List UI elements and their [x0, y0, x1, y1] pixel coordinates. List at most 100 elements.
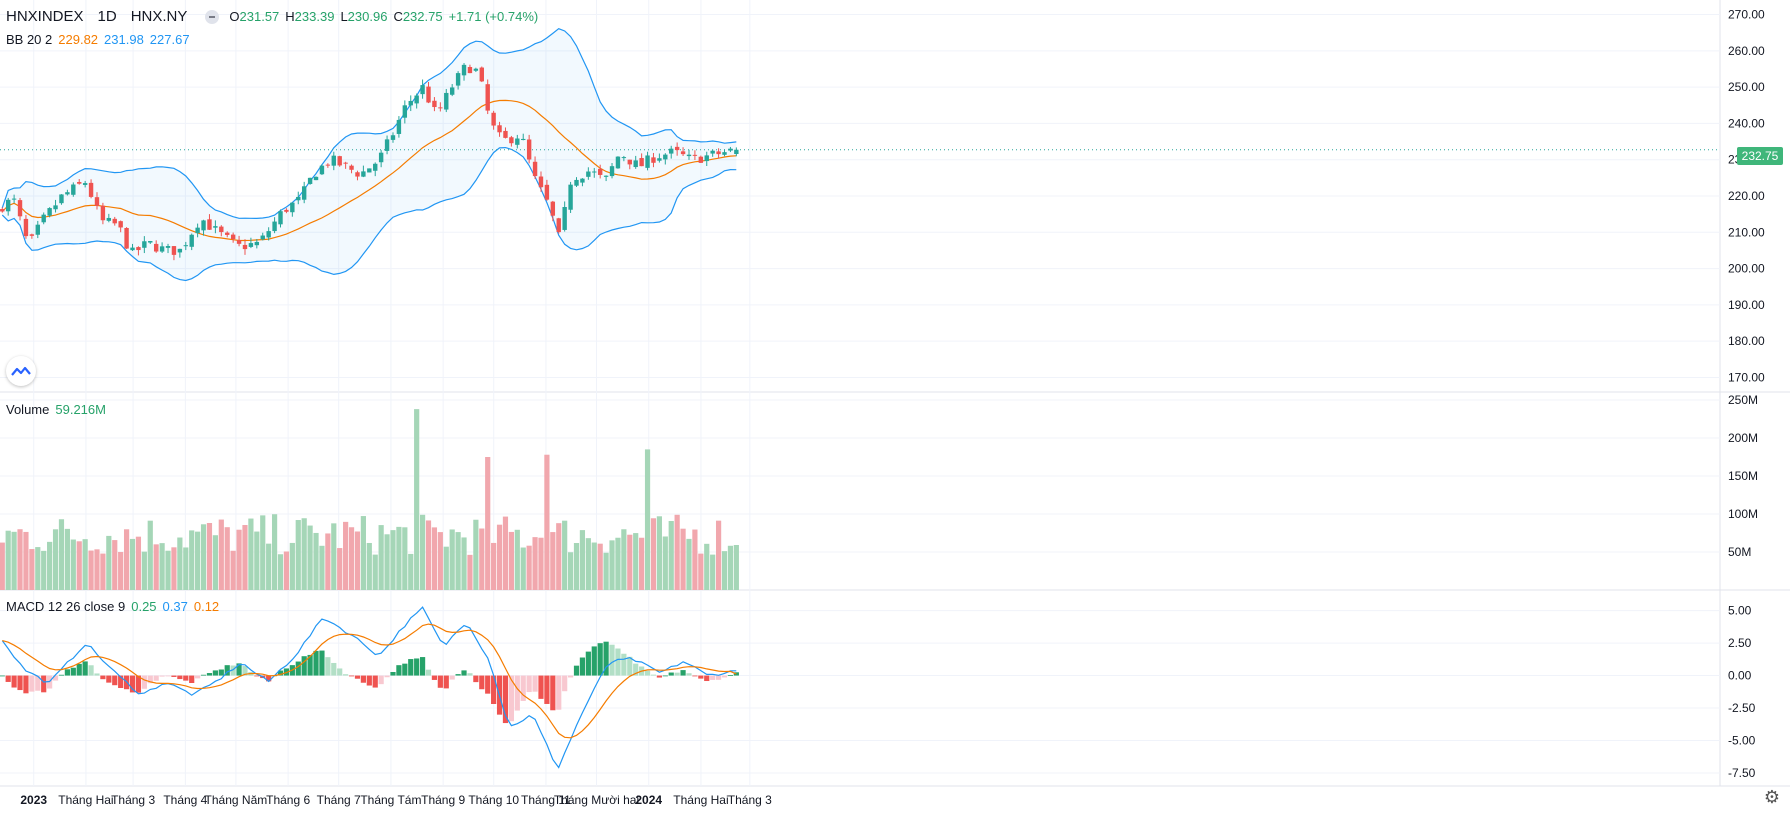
candle-body	[627, 159, 632, 165]
bb-legend[interactable]: BB 20 2 229.82 231.98 227.67	[6, 32, 190, 47]
candle-body	[491, 112, 496, 126]
candle-body	[716, 151, 721, 155]
candle-body	[609, 166, 615, 177]
volume-bar	[408, 553, 414, 590]
symbol-name[interactable]: HNXINDEX	[6, 8, 84, 25]
macd-hist-bar	[425, 669, 432, 676]
candle-body	[728, 148, 733, 151]
macd-hist-bar	[727, 675, 734, 676]
volume-y-tick-label: 100M	[1728, 507, 1758, 521]
macd-hist-bar	[236, 663, 242, 676]
candle-body	[331, 155, 336, 166]
macd-y-tick-label: 5.00	[1728, 604, 1752, 618]
volume-bar	[254, 531, 260, 590]
volume-bar	[579, 530, 586, 590]
x-tick-label: Tháng 3	[111, 793, 155, 807]
macd-hist-bar	[603, 641, 609, 676]
macd-hist-bar	[419, 657, 426, 676]
macd-hist-bar	[147, 675, 153, 684]
volume-bar	[710, 554, 716, 590]
macd-legend[interactable]: MACD 12 26 close 9 0.25 0.37 0.12	[6, 599, 219, 614]
volume-bar	[360, 516, 366, 590]
close-value: 232.75	[402, 9, 443, 24]
candle-body	[47, 208, 52, 216]
volume-bar	[0, 542, 5, 590]
volume-bar	[212, 535, 218, 590]
volume-bar	[11, 531, 17, 590]
macd-hist-bar	[337, 668, 343, 676]
macd-hist-bar	[538, 675, 544, 699]
volume-legend[interactable]: Volume 59.216M	[6, 402, 106, 417]
interval[interactable]: 1D	[97, 8, 117, 25]
volume-bar	[70, 539, 76, 590]
macd-hist-bar	[627, 656, 633, 676]
candle-body	[189, 234, 194, 247]
candle-body	[349, 165, 354, 170]
volume-bar	[419, 514, 426, 590]
macd-hist-bar	[242, 666, 248, 676]
volume-bar	[100, 553, 106, 590]
tradingview-logo-icon[interactable]	[6, 356, 36, 386]
candle-body	[645, 155, 650, 168]
volume-bar	[112, 540, 118, 590]
macd-label: MACD 12 26 close 9	[6, 599, 126, 614]
candle-body	[219, 226, 224, 233]
volume-bar	[591, 542, 597, 590]
candle-body	[485, 84, 490, 111]
macd-hist-bar	[41, 675, 47, 693]
volume-bar	[319, 545, 325, 590]
candle-body	[461, 64, 467, 76]
macd-hist-bar	[5, 675, 11, 682]
volume-bar	[633, 533, 639, 590]
macd-hist-bar	[461, 670, 467, 676]
price-y-tick-label: 240.00	[1728, 116, 1765, 130]
macd-hist-bar	[431, 675, 438, 680]
exchange[interactable]: HNX.NY	[130, 8, 188, 25]
volume-bar	[52, 529, 59, 590]
volume-bar	[479, 528, 485, 590]
candle-body	[260, 235, 265, 240]
candle-body	[355, 172, 360, 177]
macd-hist-bar	[200, 674, 207, 676]
collapse-dot-icon[interactable]	[205, 9, 220, 24]
volume-bar	[301, 518, 307, 590]
candle-body	[692, 154, 698, 156]
high-value: 233.39	[294, 9, 335, 24]
macd-hist-bar	[514, 675, 520, 711]
macd-hist-bar	[0, 675, 5, 677]
candle-body	[710, 150, 715, 154]
volume-bar	[644, 449, 651, 590]
volume-bar	[485, 457, 491, 590]
macd-hist-bar	[733, 672, 739, 676]
macd-hist-bar	[455, 674, 461, 676]
candle-body	[284, 209, 289, 212]
candle-body	[556, 218, 561, 233]
candle-body	[402, 105, 408, 118]
price-y-tick-label: 250.00	[1728, 80, 1765, 94]
volume-bar	[289, 542, 295, 590]
candle-body	[319, 165, 325, 175]
change-value: +1.71 (+0.74%)	[448, 9, 539, 24]
macd-hist-bar	[372, 675, 378, 688]
candle-body	[130, 247, 135, 251]
macd-hist-bar	[295, 661, 301, 676]
candle-body	[278, 211, 283, 225]
macd-hist-bar	[715, 675, 722, 680]
macd-hist-bar	[218, 669, 224, 676]
volume-bar	[520, 547, 526, 590]
macd-hist-bar	[129, 675, 136, 693]
gear-icon[interactable]: ⚙	[1763, 787, 1780, 807]
candle-body	[532, 161, 538, 177]
candle-body	[704, 155, 709, 162]
macd-hist-bar	[366, 675, 372, 686]
x-tick-label: Tháng 9	[421, 793, 465, 807]
volume-bar	[514, 529, 520, 590]
candle-body	[473, 68, 479, 71]
volume-bar	[354, 531, 361, 590]
macd-signal-value: 0.12	[193, 599, 220, 614]
volume-bar	[218, 519, 224, 590]
candle-body	[479, 67, 484, 82]
macd-hist-bar	[556, 675, 562, 710]
macd-hist-bar	[633, 663, 639, 676]
